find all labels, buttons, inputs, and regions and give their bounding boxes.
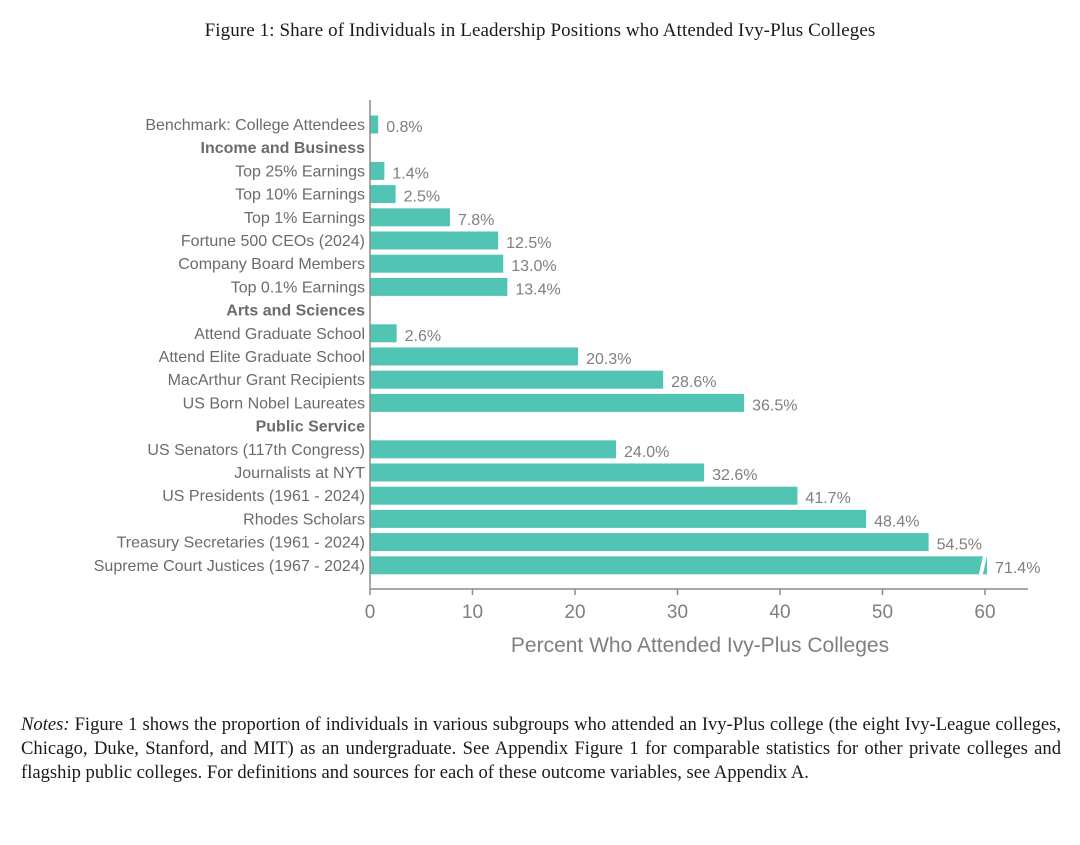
- category-label: Supreme Court Justices (1967 - 2024): [94, 558, 365, 575]
- bar: [370, 161, 385, 180]
- category-label: Top 10% Earnings: [235, 187, 365, 204]
- data-label: 0.8%: [386, 119, 422, 136]
- x-tick-label: 10: [462, 602, 483, 623]
- bar: [370, 440, 616, 459]
- bar: [370, 509, 867, 528]
- category-label: Treasury Secretaries (1961 - 2024): [117, 535, 365, 552]
- data-label: 24.0%: [624, 444, 669, 461]
- bar: [370, 393, 745, 412]
- bar: [370, 347, 579, 366]
- bar: [370, 208, 450, 227]
- data-label: 20.3%: [586, 351, 631, 368]
- bar: [370, 185, 396, 204]
- category-label: Top 1% Earnings: [244, 210, 365, 227]
- category-label: Attend Graduate School: [194, 326, 365, 343]
- x-tick-label: 20: [564, 602, 585, 623]
- section-heading: Income and Business: [201, 140, 366, 157]
- bar-chart: Benchmark: College Attendees Income and B…: [94, 100, 1040, 657]
- bar: [370, 556, 988, 575]
- bar: [370, 254, 504, 273]
- axis-break-mark: [978, 556, 987, 575]
- bar: [370, 324, 397, 343]
- data-label: 32.6%: [712, 467, 757, 484]
- data-label: 13.4%: [515, 281, 560, 298]
- category-label: Company Board Members: [178, 256, 365, 273]
- bar: [370, 277, 508, 296]
- data-label: 41.7%: [805, 490, 850, 507]
- category-label: US Presidents (1961 - 2024): [162, 488, 365, 505]
- data-label: 7.8%: [458, 212, 494, 229]
- data-label: 12.5%: [506, 235, 551, 252]
- bar: [370, 115, 379, 134]
- x-tick-label: 50: [872, 602, 893, 623]
- bar: [370, 486, 798, 505]
- data-label: 1.4%: [392, 165, 428, 182]
- figure-notes: Notes: Figure 1 shows the proportion of …: [21, 713, 1061, 785]
- bar: [370, 463, 705, 482]
- category-label: US Senators (117th Congress): [147, 442, 365, 459]
- category-label: Fortune 500 CEOs (2024): [181, 233, 365, 250]
- data-label: 48.4%: [874, 513, 919, 530]
- bar: [370, 231, 499, 250]
- category-labels: Benchmark: College Attendees Income and B…: [94, 117, 365, 575]
- section-heading: Arts and Sciences: [226, 303, 365, 320]
- category-label: US Born Nobel Laureates: [183, 395, 365, 412]
- data-label: 54.5%: [937, 537, 982, 554]
- bar: [370, 370, 664, 389]
- data-label: 28.6%: [671, 374, 716, 391]
- x-tick-label: 60: [974, 602, 995, 623]
- category-label: Top 0.1% Earnings: [231, 279, 365, 296]
- bar: [370, 533, 929, 552]
- data-label: 2.6%: [405, 328, 441, 345]
- category-label: Journalists at NYT: [234, 465, 365, 482]
- data-label: 2.5%: [404, 189, 440, 206]
- category-label: MacArthur Grant Recipients: [168, 372, 365, 389]
- value-labels: 0.8% 1.4% 2.5% 7.8% 12.5% 13.0% 13.4% 2.6% 20.3%…: [386, 119, 1040, 577]
- category-label: Benchmark: College Attendees: [145, 117, 365, 134]
- bars-layer: [370, 115, 988, 575]
- x-tick-label: 40: [769, 602, 790, 623]
- x-tick-label: 0: [365, 602, 376, 623]
- category-label: Attend Elite Graduate School: [159, 349, 365, 366]
- figure-caption: Figure 1: Share of Individuals in Leader…: [204, 20, 876, 41]
- x-axis-title: Percent Who Attended Ivy-Plus Colleges: [511, 634, 889, 657]
- data-label: 13.0%: [511, 258, 556, 275]
- category-label: Top 25% Earnings: [235, 163, 365, 180]
- data-label: 71.4%: [995, 560, 1040, 577]
- category-label: Rhodes Scholars: [243, 511, 365, 528]
- x-axis: 0 10 20 30 40 50 60: [365, 100, 1028, 623]
- x-tick-label: 30: [667, 602, 688, 623]
- notes-label: Notes:: [21, 714, 70, 735]
- section-heading: Public Service: [256, 419, 365, 436]
- notes-text: Figure 1 shows the proportion of individ…: [21, 714, 1061, 783]
- data-label: 36.5%: [752, 397, 797, 414]
